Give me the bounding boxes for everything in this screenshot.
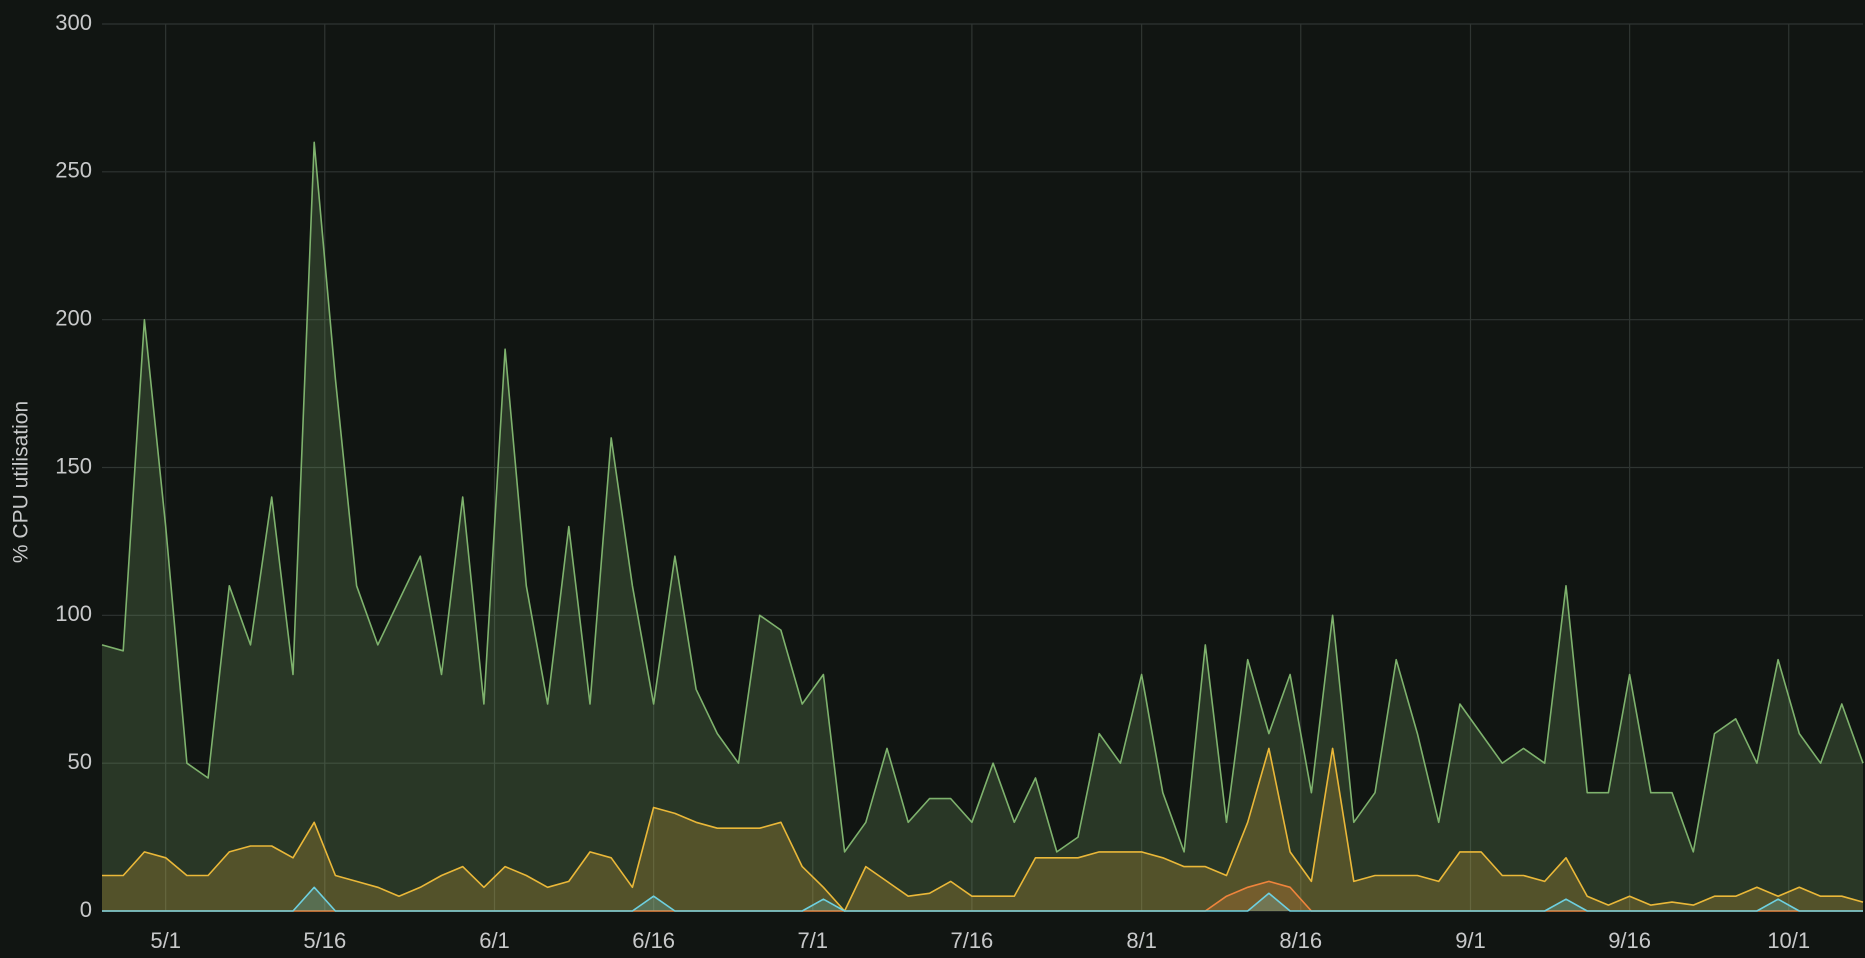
x-tick-label: 7/16 [950, 928, 993, 953]
y-tick-label: 300 [55, 10, 92, 35]
x-tick-label: 5/1 [150, 928, 181, 953]
x-tick-label: 9/1 [1455, 928, 1486, 953]
x-tick-label: 9/16 [1608, 928, 1651, 953]
x-tick-label: 6/1 [479, 928, 510, 953]
series-line [101, 141, 1864, 853]
series-line [102, 747, 1864, 912]
series-area [102, 748, 1863, 911]
y-tick-label: 50 [68, 749, 92, 774]
y-tick-label: 0 [80, 897, 92, 922]
x-tick-label: 6/16 [632, 928, 675, 953]
y-axis-label: % CPU utilisation [10, 401, 33, 563]
y-tick-label: 150 [55, 453, 92, 478]
y-tick-label: 250 [55, 158, 92, 183]
x-tick-label: 8/16 [1279, 928, 1322, 953]
y-tick-label: 100 [55, 601, 92, 626]
series-area [102, 142, 1863, 912]
x-tick-label: 7/1 [797, 928, 828, 953]
x-tick-label: 10/1 [1767, 928, 1810, 953]
x-tick-label: 8/1 [1126, 928, 1157, 953]
series-line [102, 886, 1863, 912]
x-tick-label: 5/16 [303, 928, 346, 953]
y-tick-label: 200 [55, 305, 92, 330]
